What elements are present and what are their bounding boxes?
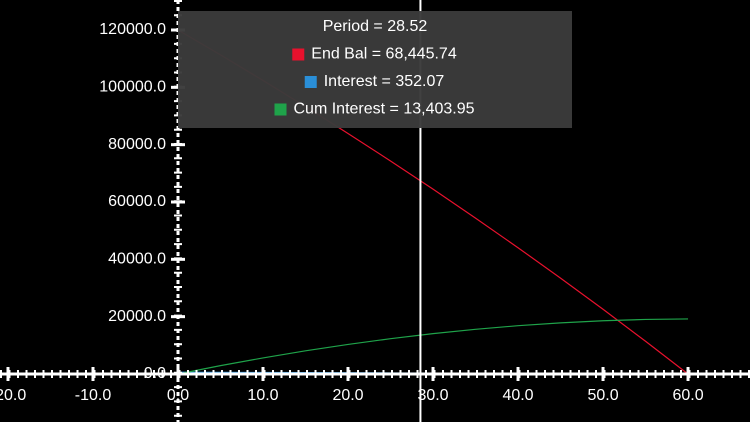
x-tick-label: 40.0 bbox=[502, 387, 533, 404]
x-tick-label: 10.0 bbox=[247, 387, 278, 404]
tooltip: Period = 28.52 End Bal = 68,445.74 Interes… bbox=[178, 11, 573, 128]
x-tick-label: -10.0 bbox=[75, 387, 112, 404]
x-tick-label: 60.0 bbox=[672, 387, 703, 404]
tooltip-swatch bbox=[304, 76, 317, 88]
y-tick-label: 120000.0 bbox=[99, 21, 166, 38]
tooltip-line: Interest = 352.07 bbox=[324, 73, 445, 90]
tooltip-swatch bbox=[274, 103, 287, 116]
tooltip-line: End Bal = 68,445.74 bbox=[311, 46, 457, 63]
x-tick-label: 50.0 bbox=[587, 387, 618, 404]
tooltip-line: Cum Interest = 13,403.95 bbox=[294, 101, 475, 118]
y-tick-label: 20000.0 bbox=[108, 308, 166, 325]
y-tick-label: 100000.0 bbox=[99, 79, 166, 96]
y-tick-label: 60000.0 bbox=[108, 193, 166, 210]
tooltip-box bbox=[178, 11, 573, 128]
y-tick-label: 0.0 bbox=[144, 365, 166, 382]
series-line bbox=[177, 318, 689, 375]
tooltip-swatch bbox=[292, 48, 305, 61]
y-tick-label: 40000.0 bbox=[108, 251, 166, 268]
x-tick-label: 20.0 bbox=[332, 387, 363, 404]
tooltip-line: Period = 28.52 bbox=[323, 18, 428, 35]
x-tick-label: 30.0 bbox=[417, 387, 448, 404]
x-tick-label: -20.0 bbox=[0, 387, 26, 404]
y-tick-label: 80000.0 bbox=[108, 136, 166, 153]
x-tick-label: 0.0 bbox=[167, 387, 189, 404]
